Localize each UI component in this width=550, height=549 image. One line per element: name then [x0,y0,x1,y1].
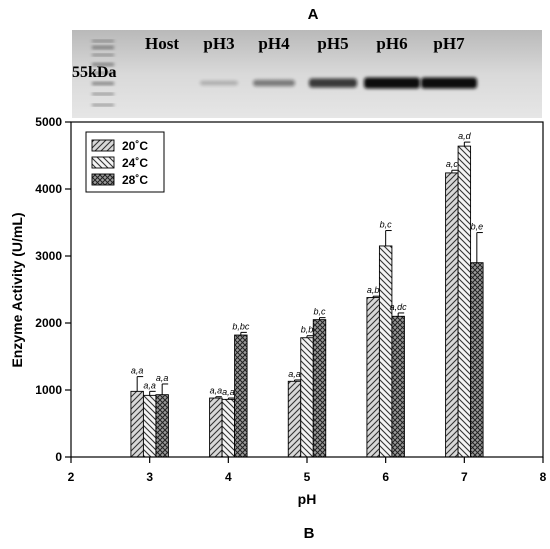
bar-annotation: a,a [156,373,169,383]
bar-annotation: a,a [222,387,235,397]
x-tick-label: 5 [304,470,311,484]
ladder-band [92,93,114,95]
gel-lane-label: pH3 [203,34,234,53]
gel-lane-label: pH4 [258,34,290,53]
gel-lane-label: pH7 [433,34,465,53]
legend-swatch [91,173,115,186]
bar-annotations: a,aa,aa,aa,a a,ab,bca,ab,bb,ca,bb,ca,dca,… [131,131,483,397]
bar-annotation: b,e [471,222,484,232]
bar-annotation: a,b [367,285,380,295]
bar-annotation: a,c [446,159,459,169]
error-bars [136,141,483,400]
y-axis-title: Enzyme Activity (U/mL) [9,212,25,367]
bar-annotation: b,b [301,325,314,335]
legend-label: 24˚C [122,156,148,170]
panel-a-letter: A [308,6,319,23]
gel-lane-label: pH5 [317,34,348,53]
x-tick-label: 4 [225,470,232,484]
bar-annotation: a,a [131,366,144,376]
bar-chart: a,aa,aa,aa,a a,ab,bca,ab,bb,ca,bb,ca,dca,… [9,115,547,507]
marker-label: 55kDa [72,64,116,81]
protein-ladder [92,40,114,106]
bar-annotation: a,dc [390,302,408,312]
gel-lane-label: pH6 [376,34,407,53]
bar-crosshatch [470,262,484,458]
legend-swatch [91,139,115,152]
x-tick-label: 3 [146,470,153,484]
gel-band [309,78,357,88]
bar-annotation: b,bc [232,321,250,331]
bar-hatch-back [142,394,157,458]
y-axis: 0 1000 2000 3000 4000 5000 [35,115,71,464]
x-tick-label: 2 [68,470,75,484]
gel-lane-labels: Host pH3 pH4 pH5 pH6 pH7 [145,34,465,53]
y-tick-label: 3000 [35,249,62,263]
x-tick-label: 8 [540,470,547,484]
bar-hatch-back [300,337,314,458]
bar-annotation: a,d [458,131,472,141]
ladder-band [92,104,114,106]
gel-band [421,77,477,89]
bar-hatch-forward [287,380,302,458]
ladder-band [92,72,114,74]
ladder-band [92,54,114,56]
bar-hatch-back [457,145,472,458]
gel-lane-label: Host [145,34,179,53]
bar-annotation: a,a [143,380,156,390]
bar-hatch-forward [209,397,223,458]
x-tick-label: 7 [461,470,468,484]
panel-b-letter: B [304,525,315,542]
bar-annotation: a,a [288,369,301,379]
bar-crosshatch [391,315,405,458]
ladder-band [92,63,114,66]
legend-label: 20˚C [122,139,148,153]
ladder-band [92,82,114,85]
gel-band [253,79,295,87]
y-tick-label: 1000 [35,383,62,397]
x-axis-title: pH [298,491,317,507]
legend-label: 28˚C [122,173,148,187]
y-tick-label: 5000 [35,115,62,129]
y-tick-label: 2000 [35,316,62,330]
legend: 20˚C 24˚C 28˚C [85,131,165,193]
gel-bands [200,77,477,89]
bars [130,145,484,458]
x-tick-label: 6 [382,470,389,484]
y-tick-label: 0 [55,450,62,464]
y-tick-label: 4000 [35,182,62,196]
bar-crosshatch [155,394,169,458]
bar-annotation: b,c [313,307,326,317]
ladder-band [92,46,114,49]
gel-image: Host pH3 pH4 pH5 pH6 pH7 [72,30,542,118]
bar-crosshatch [312,319,327,458]
legend-swatch [91,156,115,169]
bar-hatch-back [378,245,393,458]
bar-hatch-back [221,398,236,458]
bar-hatch-forward [366,297,380,458]
ladder-band [92,40,114,42]
gel-band [200,80,238,86]
bar-hatch-forward [130,390,144,458]
bar-crosshatch [234,334,248,458]
bar-annotation: b,c [380,220,393,230]
gel-background [72,30,542,118]
bar-hatch-forward [445,172,459,458]
bar-annotation: a,a [210,386,223,396]
gel-band [364,77,420,89]
x-axis: 2 3 4 5 6 7 8 [68,457,547,484]
